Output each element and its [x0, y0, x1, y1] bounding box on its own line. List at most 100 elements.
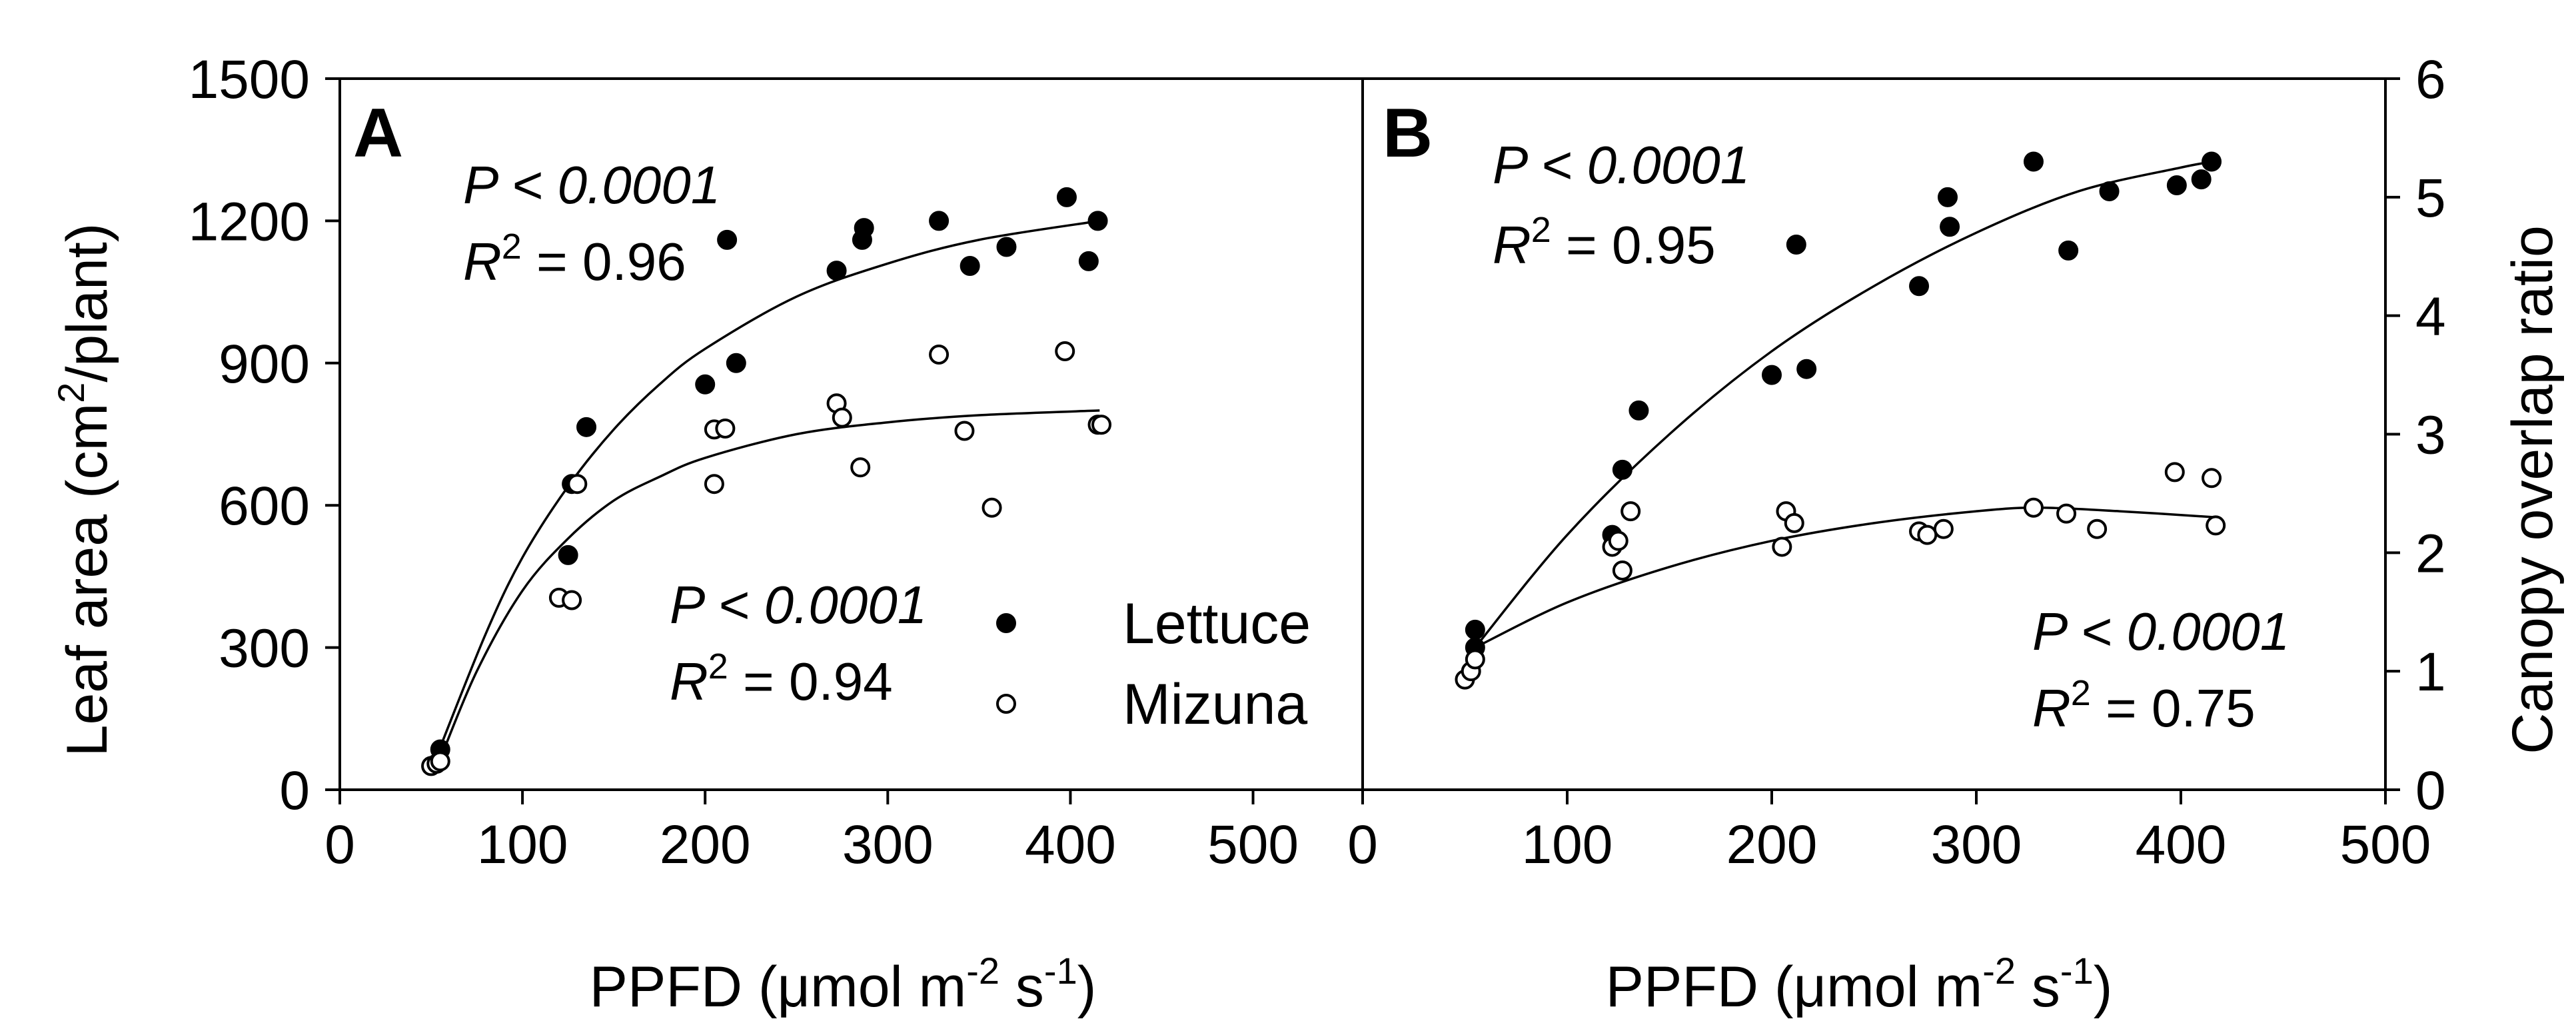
panel-b-lettuce-point [2023, 151, 2044, 172]
panel-b-x-tick-label: 500 [2340, 814, 2431, 875]
panel-b-letter: B [1383, 95, 1433, 172]
panel-a-y-tick-label: 1500 [189, 49, 310, 110]
panel-b-lettuce-point [1612, 459, 1632, 480]
panel-a-lettuce-p-text: P < 0.0001 [463, 155, 720, 215]
panel-b-y-tick-label: 6 [2415, 49, 2446, 110]
panel-b-lettuce-point [1628, 400, 1649, 421]
panel-a-lettuce-point [1056, 187, 1077, 207]
panel-a-lettuce-point [1078, 251, 1099, 271]
panel-a-lettuce-r2: R2 = 0.96 [463, 227, 686, 291]
panel-b-x-tick-label: 100 [1522, 814, 1613, 875]
panel-b-mizuna-point [1608, 530, 1628, 551]
panel-a-y-tick-label: 1200 [189, 191, 310, 252]
panel-b-y-axis: 0 1 2 3 4 5 6 [2385, 49, 2446, 821]
panel-a-y-tick-label: 600 [219, 476, 310, 536]
panel-b-lettuce-point [1909, 276, 1930, 297]
panel-a-x-axis-title: PPFD (μmol m-2 s-1) [590, 950, 1097, 1019]
panel-a-letter: A [353, 95, 403, 172]
panel-a-y-tick-label: 0 [279, 760, 310, 821]
panel-a-mizuna-point [1091, 415, 1112, 435]
panel-a-plot [421, 187, 1112, 776]
panel-b-x-tick-label: 0 [1347, 814, 1378, 875]
panel-b-lettuce-point [2202, 151, 2222, 172]
panel-b-lettuce-point [1938, 187, 1958, 207]
panel-a-lettuce-point [695, 374, 716, 395]
panel-a-x-tick-label: 400 [1025, 814, 1116, 875]
panel-a-mizuna-point [715, 418, 736, 439]
panel-b-lettuce-point [2166, 175, 2187, 196]
panel-a-mizuna-point [850, 457, 871, 478]
panel-a-lettuce-point [576, 417, 597, 437]
panel-a-mizuna-r2: R2 = 0.94 [670, 646, 893, 711]
panel-b-plot [1455, 151, 2226, 690]
panel-a-mizuna-fit-curve [439, 409, 1100, 760]
panel-b-mizuna-point [1917, 524, 1938, 545]
panel-a-mizuna-point [567, 474, 588, 495]
panel-b-lettuce-p: P < 0.0001 [1493, 135, 1750, 195]
panel-b-mizuna-point [2164, 462, 2185, 483]
left-y-axis-title: Leaf area (cm2/plant) [50, 223, 119, 757]
panel-a-mizuna-point [562, 590, 582, 610]
panel-a-y-tick-label: 300 [219, 618, 310, 679]
panel-a-y-tick-label: 900 [219, 334, 310, 395]
panel-a-lettuce-point [996, 237, 1017, 257]
panel-a-mizuna-point [954, 421, 975, 441]
panel-b-mizuna-point [1784, 513, 1804, 533]
panel-b-mizuna-r2: R2 = 0.75 [2032, 673, 2255, 738]
panel-a-mizuna-point [981, 497, 1002, 518]
panel-b-mizuna-point [2202, 468, 2222, 489]
panel-a-y-axis: 0 300 600 900 1200 1500 [189, 49, 340, 821]
panel-b-lettuce-r2: R2 = 0.95 [1493, 210, 1716, 275]
panel-a-x-tick-label: 300 [842, 814, 934, 875]
legend-mizuna-marker [996, 694, 1016, 714]
legend-lettuce-marker [996, 613, 1016, 633]
panel-a-mizuna-point [704, 474, 724, 495]
legend-lettuce-label: Lettuce [1123, 592, 1311, 656]
panel-b-x-axis-title: PPFD (μmol m-2 s-1) [1606, 950, 2113, 1019]
panel-a-lettuce-point [960, 255, 980, 276]
panel-b-mizuna-point [2023, 497, 2044, 518]
panel-a-lettuce-point [929, 211, 950, 231]
panel-a-x-axis: 0 100 200 300 400 500 [324, 790, 1299, 875]
panel-a-lettuce-point [558, 544, 578, 565]
panel-a-lettuce-p: P < 0.0001 [463, 155, 720, 215]
panel-b-lettuce-point [1940, 217, 1960, 237]
panel-b-lettuce-point [1786, 234, 1806, 255]
panel-b-x-tick-label: 400 [2136, 814, 2227, 875]
panel-b-x-axis: 0 100 200 300 400 500 [1347, 790, 2431, 875]
panel-b-mizuna-point [1465, 649, 1485, 670]
panel-b-lettuce-point [2191, 169, 2212, 190]
panel-b-lettuce-point [1465, 619, 1485, 640]
panel-b-mizuna-p: P < 0.0001 [2032, 602, 2289, 661]
panel-b-mizuna-fit-curve [1475, 507, 2214, 649]
panel-b-y-tick-label: 5 [2415, 168, 2446, 229]
panel-b-y-tick-label: 2 [2415, 523, 2446, 584]
panel-a-x-tick-label: 200 [660, 814, 751, 875]
panel-b-x-tick-label: 300 [1931, 814, 2022, 875]
legend-mizuna-label: Mizuna [1123, 672, 1307, 736]
right-y-axis-title: Canopy overlap ratio [2501, 225, 2565, 754]
panel-a-mizuna-p: P < 0.0001 [670, 575, 927, 634]
panel-a-lettuce-point [726, 353, 746, 373]
panel-b-y-tick-label: 3 [2415, 405, 2446, 466]
panel-a-x-tick-label: 100 [477, 814, 568, 875]
panel-b-y-tick-label: 1 [2415, 642, 2446, 702]
panel-a-x-tick-label: 500 [1207, 814, 1299, 875]
panel-a-lettuce-point [826, 261, 847, 281]
panel-b-mizuna-point [2206, 515, 2226, 536]
panel-b-y-tick-label: 4 [2415, 287, 2446, 347]
panel-b-mizuna-point [1772, 536, 1792, 557]
panel-b-y-tick-label: 0 [2415, 760, 2446, 821]
panel-a-lettuce-point [1087, 211, 1108, 231]
panel-a-lettuce-fit-curve [439, 219, 1100, 748]
panel-b-mizuna-point [1933, 518, 1954, 539]
panel-a-lettuce-point [717, 229, 738, 250]
panel-b-x-tick-label: 200 [1726, 814, 1818, 875]
panel-b-mizuna-point [2087, 518, 2108, 539]
panel-a-x-tick-label: 0 [324, 814, 355, 875]
panel-b-mizuna-point [1612, 560, 1632, 581]
panel-a-mizuna-point [1055, 341, 1075, 362]
panel-a-lettuce-point [854, 218, 874, 239]
panel-b-mizuna-point [1620, 501, 1641, 522]
